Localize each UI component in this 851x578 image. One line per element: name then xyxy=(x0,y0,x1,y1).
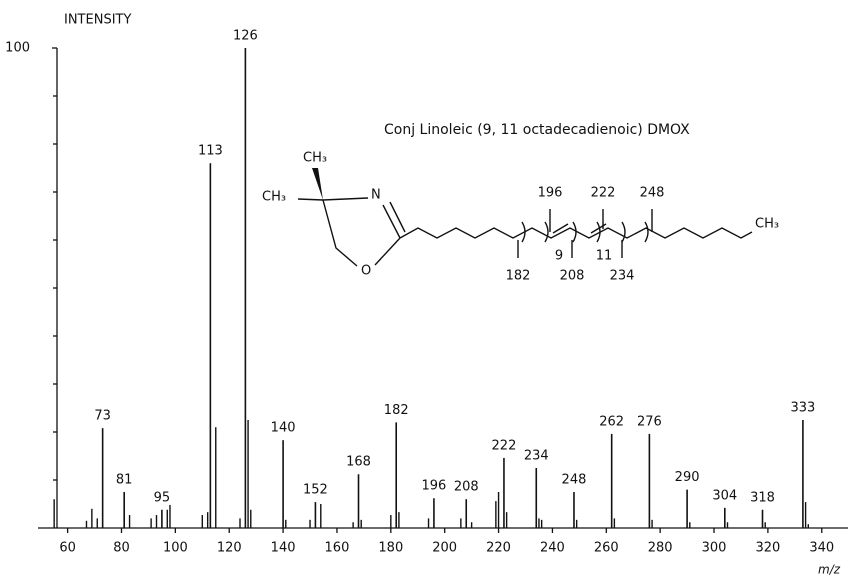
atom-label: CH₃ xyxy=(755,217,779,232)
peak-label: 333 xyxy=(790,401,815,416)
peak-label: 81 xyxy=(116,473,133,488)
fragment-label: 196 xyxy=(538,186,563,201)
peak-label: 208 xyxy=(454,480,479,495)
peak-label: 276 xyxy=(637,414,662,429)
fragment-label: 248 xyxy=(640,186,665,201)
peak-label: 248 xyxy=(562,473,587,488)
wedge-bond xyxy=(312,168,323,200)
x-tick-label: 240 xyxy=(540,541,565,556)
peak-label: 290 xyxy=(675,470,700,485)
position-label: 11 xyxy=(596,249,613,264)
fragment-label: 182 xyxy=(506,269,531,284)
peak-label: 73 xyxy=(94,409,111,424)
x-tick-label: 260 xyxy=(594,541,619,556)
x-tick-label: 200 xyxy=(432,541,457,556)
bonds xyxy=(297,197,753,267)
peak-label: 318 xyxy=(750,490,775,505)
peak-label: 182 xyxy=(384,403,409,418)
atom-label: O xyxy=(361,264,371,279)
annotation: Conj Linoleic (9, 11 octadecadienoic) DM… xyxy=(384,122,690,138)
x-tick-label: 120 xyxy=(217,541,242,556)
y-axis-label: INTENSITY xyxy=(64,13,131,28)
atom-label: CH₃ xyxy=(262,190,286,205)
fragment-label: 222 xyxy=(591,186,616,201)
atom-label: N xyxy=(371,188,381,203)
x-tick-label: 100 xyxy=(163,541,188,556)
x-tick-label: 180 xyxy=(378,541,403,556)
peak-label: 234 xyxy=(524,449,549,464)
structure: CH₃ CH₃ N O CH₃ xyxy=(262,151,779,279)
x-tick-label: 220 xyxy=(486,541,511,556)
y-tick-label: 100 xyxy=(5,41,30,56)
x-axis-label: m/z xyxy=(818,563,841,577)
x-tick-label: 60 xyxy=(59,541,76,556)
position-label: 9 xyxy=(555,249,563,264)
peak-label: 222 xyxy=(492,438,517,453)
peak-label: 126 xyxy=(233,29,258,44)
x-tick-label: 300 xyxy=(702,541,727,556)
peak-label: 196 xyxy=(422,479,447,494)
peak-label: 262 xyxy=(599,414,624,429)
x-tick-label: 80 xyxy=(113,541,130,556)
fragment-label: 208 xyxy=(560,269,585,284)
fragment-label: 234 xyxy=(610,269,635,284)
peak-label: 140 xyxy=(271,421,296,436)
peak-label: 168 xyxy=(346,455,371,470)
x-tick-label: 340 xyxy=(809,541,834,556)
x-tick-label: 140 xyxy=(271,541,296,556)
peak-label: 304 xyxy=(712,488,737,503)
x-tick-label: 280 xyxy=(648,541,673,556)
atom-label: CH₃ xyxy=(303,151,327,166)
peak-label: 152 xyxy=(303,483,328,498)
peak-label: 113 xyxy=(198,144,223,159)
x-tick-label: 160 xyxy=(325,541,350,556)
x-tick-label: 320 xyxy=(755,541,780,556)
peak-label: 95 xyxy=(154,490,171,505)
